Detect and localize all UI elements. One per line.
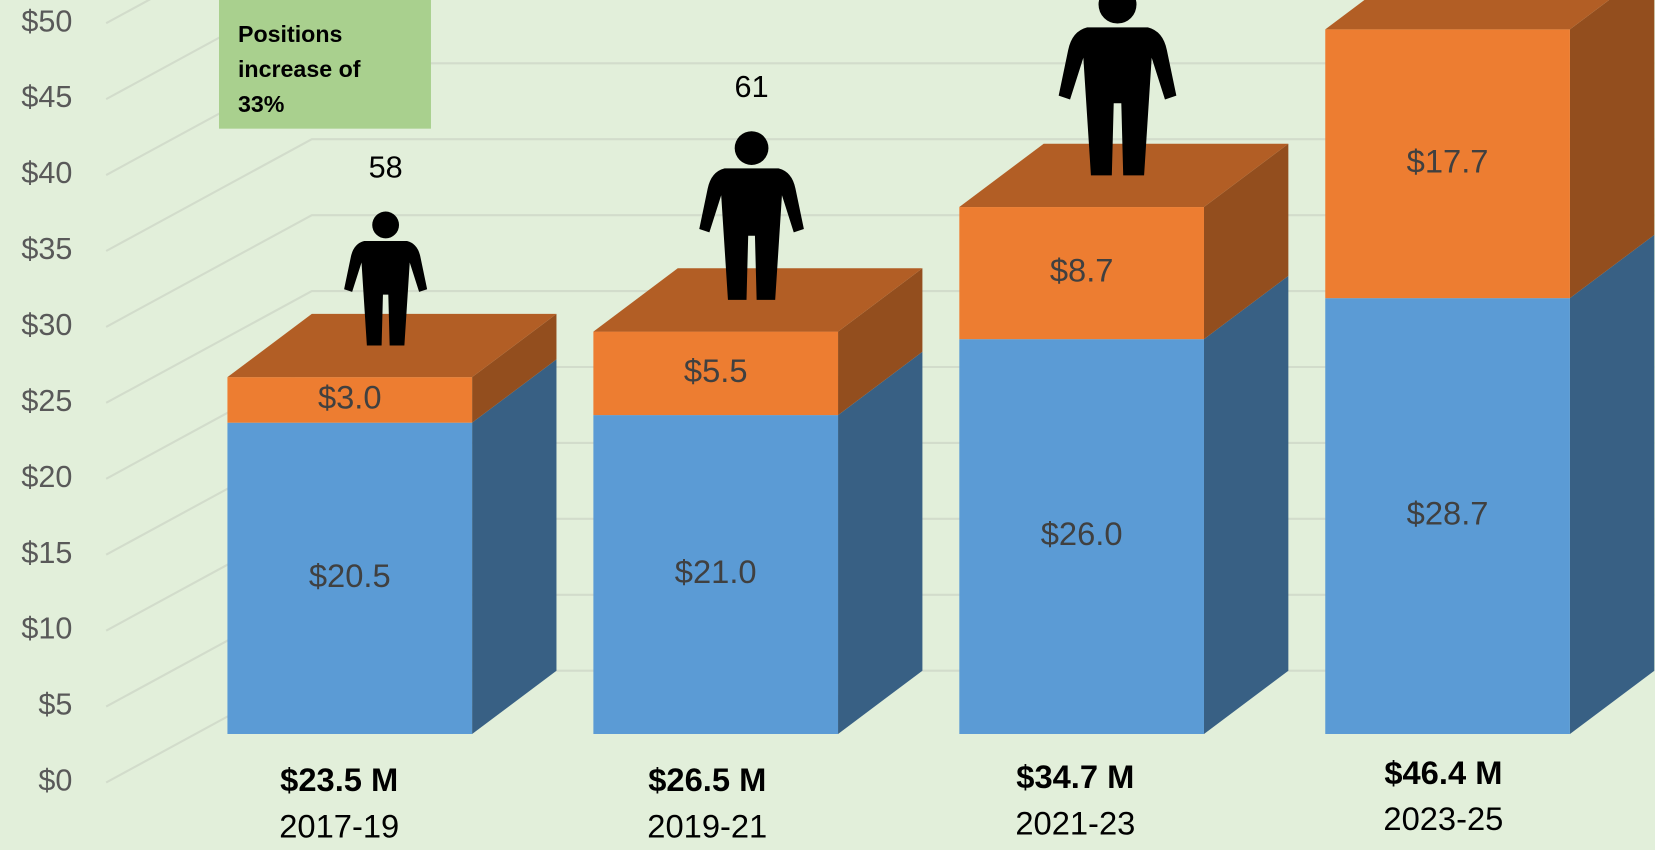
bar — [1325, 29, 1570, 299]
value-label: $17.7 — [1407, 142, 1489, 179]
total-label: $34.7 M — [1016, 758, 1134, 795]
value-label: $26.0 — [1041, 515, 1123, 552]
grid-line — [105, 138, 1655, 252]
value-label: $3.0 — [318, 379, 382, 416]
bar — [1325, 298, 1570, 734]
bar-side — [1203, 275, 1289, 734]
person-body — [344, 241, 428, 346]
bar-side — [472, 359, 557, 734]
person-head — [372, 211, 400, 239]
y-tick-label: $15 — [21, 536, 72, 570]
bar — [959, 339, 1204, 734]
position-label: 58 — [369, 150, 403, 184]
bar-side — [1569, 0, 1655, 299]
y-tick-label: $0 — [38, 764, 72, 798]
y-tick-label: $35 — [21, 232, 72, 266]
bar-side — [1203, 143, 1289, 340]
bar — [593, 331, 839, 416]
bar — [227, 377, 473, 423]
bar-side — [838, 351, 923, 734]
person-body — [1058, 27, 1177, 176]
person-icon — [1058, 0, 1177, 176]
y-tick-label: $45 — [21, 80, 72, 114]
bar — [227, 422, 473, 734]
x-tick-label: 2021-23 — [1015, 804, 1135, 841]
bars: $20.5 $3.0 58 $23.5 M 2017-19 $21.0 $5.5 61 $26.… — [227, 0, 1655, 845]
person-icon — [344, 211, 428, 346]
annotation-text: Positions increase of 33% — [237, 21, 361, 118]
bar-side — [472, 313, 557, 423]
value-label: $5.5 — [684, 352, 748, 389]
bar — [593, 415, 839, 734]
x-tick-label: 2023-25 — [1383, 800, 1503, 837]
value-label: $21.0 — [675, 553, 757, 590]
value-label: $8.7 — [1050, 252, 1114, 289]
total-label: $26.5 M — [648, 761, 766, 798]
annotation-box — [219, 0, 431, 129]
grid-line — [105, 0, 291, 101]
y-tick-label: $20 — [21, 460, 72, 494]
value-label: $20.5 — [309, 557, 391, 594]
bar-side — [1569, 234, 1655, 734]
y-tick-label: $25 — [21, 384, 72, 418]
bar — [959, 207, 1204, 340]
person-head — [1098, 0, 1137, 24]
bar-top — [959, 143, 1289, 208]
person-body — [699, 168, 804, 300]
bar-top — [1325, 0, 1610, 30]
y-tick-label: $10 — [21, 612, 72, 646]
bar-side — [838, 268, 923, 416]
x-tick-label: 2019-21 — [647, 808, 767, 845]
person-head — [734, 131, 769, 165]
y-tick-label: $5 — [38, 688, 72, 722]
total-label: $46.4 M — [1384, 754, 1502, 791]
person-icon — [699, 131, 804, 300]
y-tick-label: $30 — [21, 308, 72, 342]
position-label: 61 — [735, 70, 769, 104]
y-tick-label: $50 — [21, 4, 72, 38]
annotation: Positions increase of 33% — [237, 21, 361, 118]
x-tick-label: 2017-19 — [279, 808, 399, 845]
value-label: $28.7 — [1407, 495, 1489, 532]
y-tick-label: $40 — [21, 156, 72, 190]
total-label: $23.5 M — [280, 761, 398, 798]
